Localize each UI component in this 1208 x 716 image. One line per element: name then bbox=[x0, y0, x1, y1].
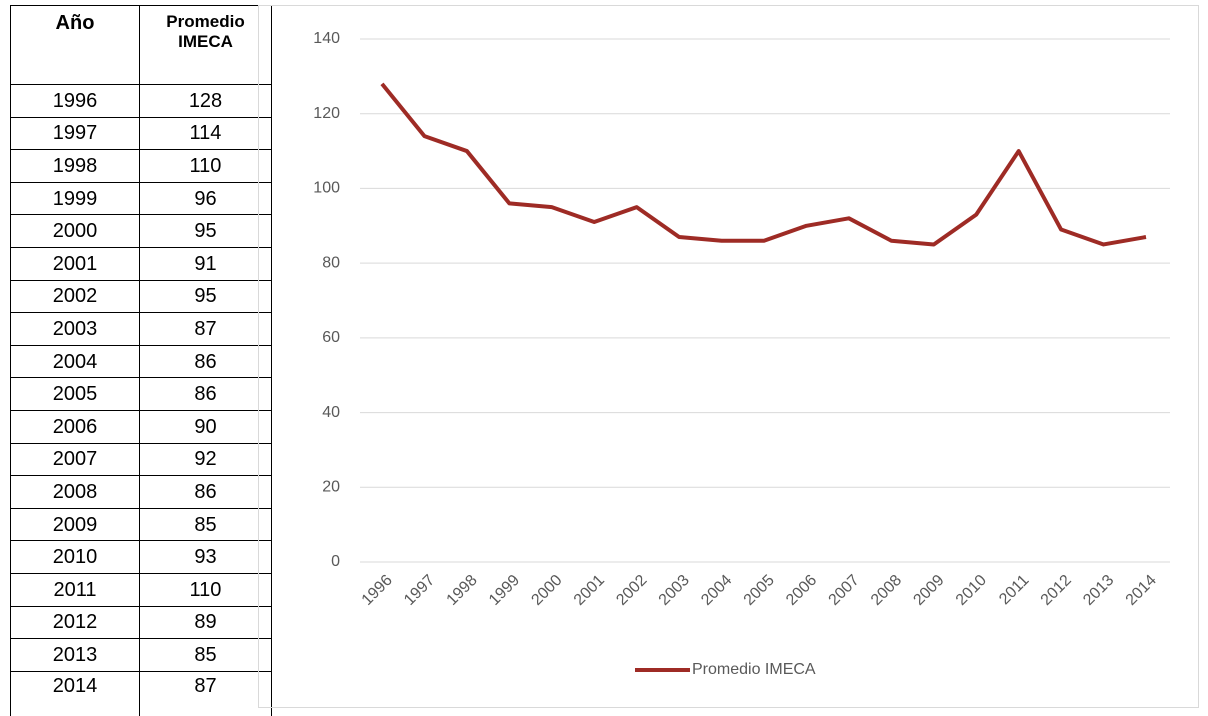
x-tick-label: 2014 bbox=[1123, 572, 1160, 609]
y-tick-label: 0 bbox=[331, 553, 340, 570]
header-cell: Año bbox=[10, 5, 140, 85]
table-cell: 2000 bbox=[10, 214, 140, 248]
table-cell: 86 bbox=[139, 344, 272, 379]
table-cell: 1998 bbox=[10, 149, 140, 183]
table-cell: 110 bbox=[139, 149, 272, 183]
x-tick-label: 2004 bbox=[698, 572, 735, 609]
table-cell: 93 bbox=[139, 540, 272, 574]
table-cell: 2009 bbox=[10, 507, 140, 542]
table-cell: 2013 bbox=[10, 638, 140, 672]
x-tick-label: 2007 bbox=[826, 572, 863, 609]
table-row: 2000 95 bbox=[10, 214, 272, 248]
x-tick-label: 2013 bbox=[1080, 572, 1117, 609]
x-tick-label: 2009 bbox=[910, 572, 947, 609]
x-tick-label: 2008 bbox=[868, 572, 905, 609]
x-tick-label: 2003 bbox=[656, 572, 693, 609]
table-row: 2014 87 bbox=[10, 670, 272, 716]
x-tick-label: 1997 bbox=[401, 572, 438, 609]
table-row: 1996 128 bbox=[10, 84, 272, 118]
x-tick-label: 2012 bbox=[1038, 572, 1075, 609]
table-row: 2002 95 bbox=[10, 279, 272, 314]
x-tick-label: 1996 bbox=[359, 572, 396, 609]
data-table: Año Promedio IMECA 1996 128 1997 114 1998 110… bbox=[10, 5, 272, 716]
legend-label: Promedio IMECA bbox=[692, 661, 816, 678]
table-cell: 89 bbox=[139, 605, 272, 640]
table-cell: 87 bbox=[139, 670, 272, 716]
data-line bbox=[380, 82, 1147, 247]
table-cell: 96 bbox=[139, 181, 272, 216]
table-cell: 2010 bbox=[10, 540, 140, 574]
table-cell: 1997 bbox=[10, 116, 140, 151]
x-tick-label: 2006 bbox=[783, 572, 820, 609]
y-tick-label: 80 bbox=[322, 254, 340, 271]
table-row: 2012 89 bbox=[10, 605, 272, 640]
table-cell: 2012 bbox=[10, 605, 140, 640]
x-tick-label: 1998 bbox=[444, 572, 481, 609]
table-row: 1998 110 bbox=[10, 149, 272, 183]
table-cell: 86 bbox=[139, 377, 272, 411]
table-row: 2009 85 bbox=[10, 507, 272, 542]
table-row: 2010 93 bbox=[10, 540, 272, 574]
y-tick-label: 140 bbox=[313, 30, 340, 47]
header-row: Año Promedio IMECA bbox=[10, 5, 272, 85]
table-row: 2004 86 bbox=[10, 344, 272, 379]
table-cell: 128 bbox=[139, 84, 272, 118]
table-cell: 2014 bbox=[10, 670, 140, 716]
x-tick-label: 2002 bbox=[613, 572, 650, 609]
table-cell: 95 bbox=[139, 214, 272, 248]
x-tick-label: 2000 bbox=[528, 572, 565, 609]
table-row: 2011 110 bbox=[10, 572, 272, 607]
table-cell: 91 bbox=[139, 246, 272, 281]
table-cell: 95 bbox=[139, 279, 272, 314]
header-cell: Promedio IMECA bbox=[139, 5, 272, 85]
table-cell: 2011 bbox=[10, 572, 140, 607]
table-row: 1997 114 bbox=[10, 116, 272, 151]
x-tick-label: 2011 bbox=[996, 572, 1032, 608]
table-cell: 2003 bbox=[10, 312, 140, 346]
table-cell: 2007 bbox=[10, 442, 140, 477]
y-tick-label: 60 bbox=[322, 329, 340, 346]
x-tick-label: 2005 bbox=[741, 572, 778, 609]
x-tick-label: 1999 bbox=[486, 572, 523, 609]
y-tick-label: 20 bbox=[322, 479, 340, 496]
x-tick-label: 2010 bbox=[953, 572, 990, 609]
table-cell: 110 bbox=[139, 572, 272, 607]
table-row: 2006 90 bbox=[10, 409, 272, 444]
x-tick-label: 2001 bbox=[571, 572, 608, 609]
y-tick-label: 40 bbox=[322, 404, 340, 421]
y-tick-label: 120 bbox=[313, 105, 340, 122]
table-cell: 1996 bbox=[10, 84, 140, 118]
chart-frame bbox=[258, 5, 1199, 708]
y-tick-label: 100 bbox=[313, 180, 340, 197]
table-cell: 2004 bbox=[10, 344, 140, 379]
